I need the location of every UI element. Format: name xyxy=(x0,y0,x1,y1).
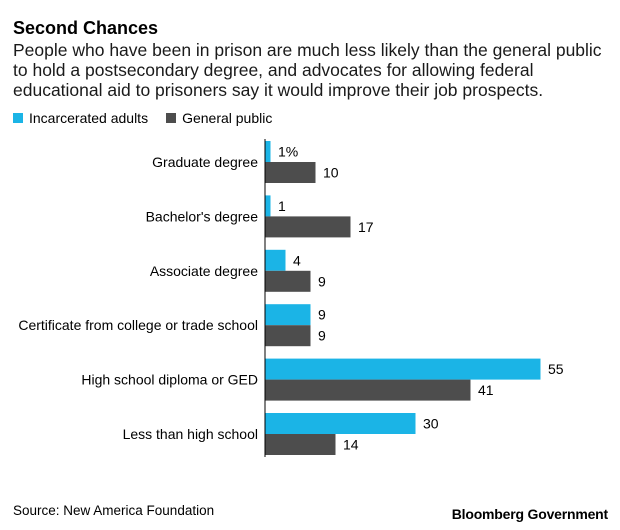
data-label: 9 xyxy=(318,307,326,323)
data-label: 41 xyxy=(478,382,494,398)
category-label: Less than high school xyxy=(123,426,258,442)
category-label: Bachelor's degree xyxy=(146,208,259,224)
data-label: 9 xyxy=(318,273,326,289)
data-label: 55 xyxy=(548,361,564,377)
data-label: 4 xyxy=(293,252,301,268)
category-label: Graduate degree xyxy=(152,154,258,170)
category-label: Certificate from college or trade school xyxy=(18,317,258,333)
legend-item-general: General public xyxy=(166,110,272,126)
bar-general xyxy=(265,216,351,238)
legend-swatch-general xyxy=(166,113,177,123)
brand-logo: Bloomberg Government xyxy=(451,506,608,522)
legend-label-incarcerated: Incarcerated adults xyxy=(29,110,149,126)
bar-general xyxy=(265,434,336,455)
chart-subtitle: People who have been in prison are much … xyxy=(13,40,602,100)
bar-general xyxy=(265,325,311,347)
data-label: 1 xyxy=(278,198,286,214)
data-label: 14 xyxy=(343,437,359,453)
category-label: Associate degree xyxy=(150,263,258,279)
bar-general xyxy=(265,162,316,183)
category-label: High school diploma or GED xyxy=(81,372,258,388)
data-label: 17 xyxy=(358,219,374,235)
bar-incarcerated xyxy=(265,413,416,434)
chart-title: Second Chances xyxy=(13,18,159,38)
bar-incarcerated xyxy=(265,141,271,162)
data-label: 30 xyxy=(423,416,439,432)
bar-incarcerated xyxy=(265,304,311,326)
legend-item-incarcerated: Incarcerated adults xyxy=(13,110,148,126)
legend-label-general: General public xyxy=(182,110,273,126)
legend: Incarcerated adults General public xyxy=(13,110,290,126)
legend-swatch-incarcerated xyxy=(13,113,23,123)
bar-incarcerated xyxy=(265,249,286,271)
data-label: 10 xyxy=(323,165,339,181)
data-label: 9 xyxy=(318,328,326,344)
bar-general xyxy=(265,379,471,401)
data-label: 1% xyxy=(278,144,298,160)
source-note: Source: New America Foundation xyxy=(13,503,215,518)
bar-incarcerated xyxy=(265,358,541,380)
bar-general xyxy=(265,270,311,292)
bar-incarcerated xyxy=(265,195,271,217)
